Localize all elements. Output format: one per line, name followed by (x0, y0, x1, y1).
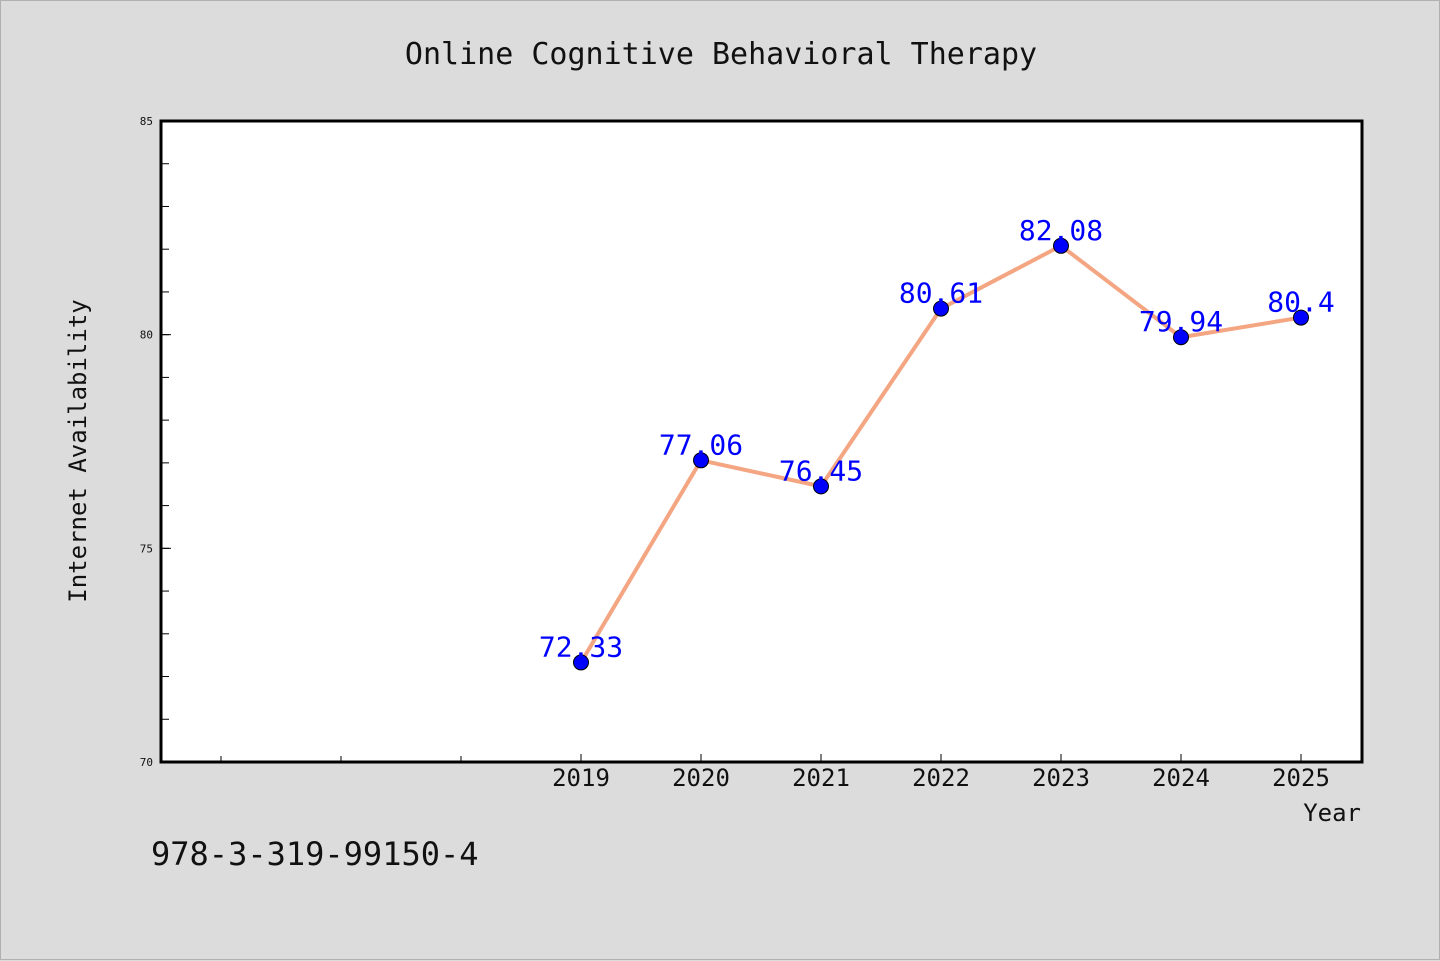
data-point (813, 478, 829, 495)
data-label: 77.06 (659, 428, 743, 461)
y-tick-label: 70 (140, 756, 153, 769)
x-axis: 2019 2020 2021 2022 2023 2024 2025 (220, 754, 1330, 792)
data-point (1173, 329, 1189, 346)
x-axis-label: Year (1303, 799, 1361, 827)
x-tick-label: 2020 (672, 764, 730, 792)
x-tick-label: 2025 (1272, 764, 1330, 792)
markers-group (573, 237, 1309, 671)
y-tick-label: 80 (140, 329, 153, 342)
data-point (1053, 237, 1069, 254)
data-labels-group: 72.33 77.06 76.45 80.61 82.08 79.94 80.4 (539, 214, 1335, 664)
x-tick-label: 2023 (1032, 764, 1090, 792)
plot-area (159, 119, 1364, 764)
data-label: 79.94 (1139, 305, 1223, 338)
x-tick-label: 2024 (1152, 764, 1210, 792)
data-label: 80.61 (899, 277, 983, 310)
data-label: 76.45 (779, 454, 863, 487)
y-tick-label: 75 (140, 542, 153, 555)
y-tick-label: 85 (140, 115, 153, 128)
chart-title: Online Cognitive Behavioral Therapy (405, 37, 1037, 72)
data-label: 82.08 (1019, 214, 1103, 247)
data-point (573, 654, 589, 671)
x-tick-label: 2021 (792, 764, 850, 792)
data-label: 80.4 (1267, 286, 1334, 319)
data-point (1293, 309, 1309, 326)
y-axis-label: Internet Availability (64, 299, 92, 602)
x-tick-label: 2019 (552, 764, 610, 792)
data-point (693, 452, 709, 469)
x-tick-label: 2022 (912, 764, 970, 792)
data-label: 72.33 (539, 630, 623, 663)
footer-text: 978-3-319-99150-4 (151, 835, 479, 873)
y-axis: 70 75 80 85 (140, 115, 171, 769)
data-point (933, 300, 949, 317)
